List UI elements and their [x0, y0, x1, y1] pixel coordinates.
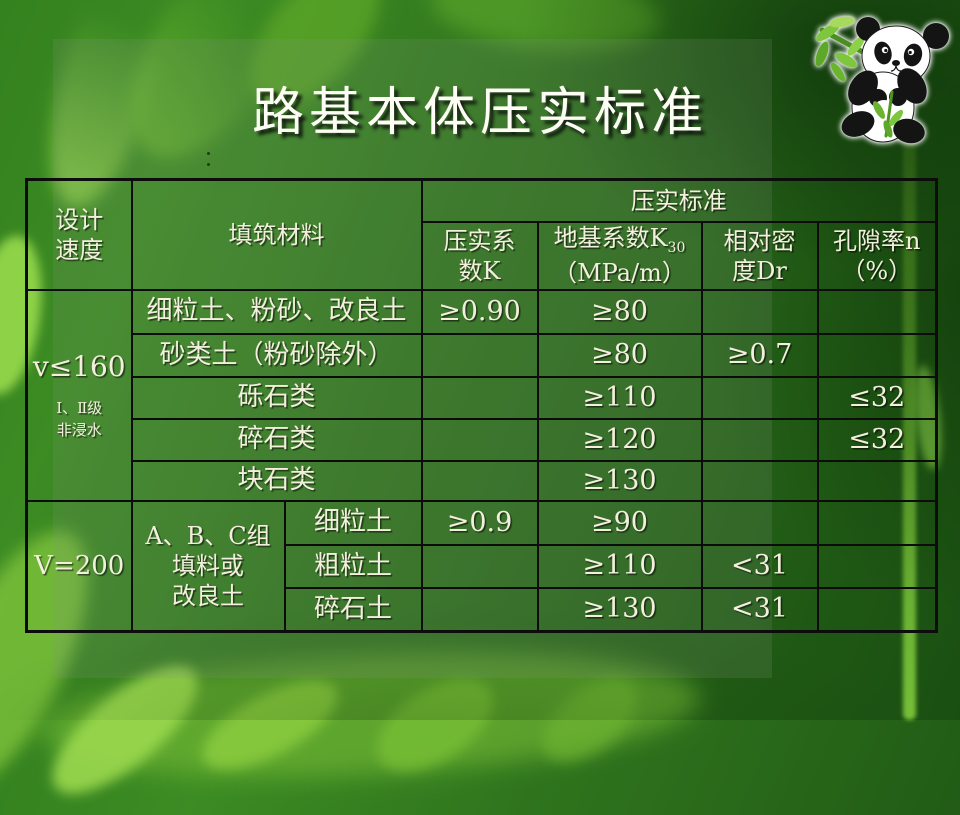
- compaction-standard-table: 设计 速度 填筑材料 压实标准 压实系 数K 地基系数K30 （MPa/m） 相…: [25, 178, 938, 633]
- cell-dr: <31: [700, 543, 819, 589]
- cell-k30: ≥80: [536, 332, 703, 378]
- speed-note: 非浸水: [56, 420, 102, 439]
- bamboo-leaf-decoration: [189, 663, 351, 787]
- cell-dr: [700, 459, 819, 502]
- page-title: 路基本体压实标准: [251, 83, 708, 143]
- cell-material: 碎石类: [130, 417, 423, 462]
- speed-note: Ⅰ、Ⅱ级: [56, 398, 103, 417]
- cell-n: ≤32: [816, 375, 938, 420]
- cell-k30: ≥120: [536, 417, 703, 462]
- header-k30: 地基系数K30 （MPa/m）: [536, 220, 703, 291]
- header-line: 地基系数K30: [540, 224, 700, 258]
- cell-dr: [700, 288, 819, 335]
- cell-speed-v160: v≤160 Ⅰ、Ⅱ级 非浸水: [25, 288, 133, 502]
- header-fill-material: 填筑材料: [130, 178, 423, 291]
- material-group-line: A、B、C组: [145, 521, 271, 550]
- header-line: （MPa/m）: [553, 258, 686, 287]
- header-line: 速度: [55, 235, 104, 264]
- header-porosity: 孔隙率n （%）: [816, 220, 938, 291]
- cell-speed-v200: V=200: [25, 499, 133, 633]
- material-group-line: 改良土: [172, 581, 244, 610]
- cell-material: 粗粒土: [283, 543, 423, 589]
- header-line: 数K: [458, 256, 501, 285]
- cell-n: ≤32: [816, 417, 938, 462]
- cell-k: [420, 332, 539, 378]
- cell-dr: ≥0.7: [700, 332, 819, 378]
- header-relative-density: 相对密 度Dr: [700, 220, 819, 291]
- cell-k: [420, 417, 539, 462]
- header-compaction-coefficient: 压实系 数K: [420, 220, 539, 291]
- cell-dr: [700, 417, 819, 462]
- cell-k: [420, 586, 539, 633]
- header-line: 孔隙率n: [833, 226, 921, 255]
- header-k30-subscript: 30: [667, 240, 686, 257]
- cell-dr: [700, 499, 819, 546]
- cell-material-group: A、B、C组 填料或 改良土: [130, 499, 286, 633]
- header-line: 相对密: [723, 226, 796, 255]
- cell-material: 细粒土: [283, 499, 423, 546]
- header-line: 压实系: [443, 226, 516, 255]
- cell-k30: ≥130: [536, 586, 703, 633]
- dot-mark: [207, 152, 210, 155]
- speed-value: v≤160: [32, 349, 126, 383]
- bamboo-leaf-decoration: [426, 0, 664, 62]
- cell-k30: ≥90: [536, 499, 703, 546]
- header-line: （%）: [841, 256, 913, 285]
- cell-n: [816, 332, 938, 378]
- cell-material: 碎石土: [283, 586, 423, 633]
- header-line: 度Dr: [732, 256, 787, 285]
- cell-dr: [700, 375, 819, 420]
- material-group-line: 填料或: [172, 551, 244, 580]
- cell-material: 细粒土、粉砂、改良土: [130, 288, 423, 335]
- cell-k30: ≥80: [536, 288, 703, 335]
- cell-material: 砾石类: [130, 375, 423, 420]
- bamboo-leaf-decoration: [528, 662, 652, 778]
- header-compaction-standard: 压实标准: [420, 178, 938, 223]
- header-design-speed: 设计 速度: [25, 178, 133, 291]
- dot-mark: [207, 163, 210, 166]
- cell-k: ≥0.90: [420, 288, 539, 335]
- panda-icon: [815, 16, 949, 144]
- cell-material: 块石类: [130, 459, 423, 502]
- cell-n: [816, 288, 938, 335]
- cell-n: [816, 499, 938, 546]
- cell-material: 砂类土（粉砂除外）: [130, 332, 423, 378]
- cell-dr: <31: [700, 586, 819, 633]
- bamboo-leaf-decoration: [361, 660, 509, 790]
- cell-n: [816, 586, 938, 633]
- cell-k30: ≥130: [536, 459, 703, 502]
- cell-n: [816, 543, 938, 589]
- cell-k: ≥0.9: [420, 499, 539, 546]
- bamboo-leaf-decoration: [33, 645, 217, 815]
- cell-k: [420, 459, 539, 502]
- cell-n: [816, 459, 938, 502]
- header-k30-text: 地基系数K: [553, 224, 668, 253]
- cell-k30: ≥110: [536, 543, 703, 589]
- header-line: 设计: [55, 205, 104, 234]
- cell-k: [420, 375, 539, 420]
- bamboo-leaf-decoration: [37, 637, 703, 793]
- cell-k30: ≥110: [536, 375, 703, 420]
- cell-k: [420, 543, 539, 589]
